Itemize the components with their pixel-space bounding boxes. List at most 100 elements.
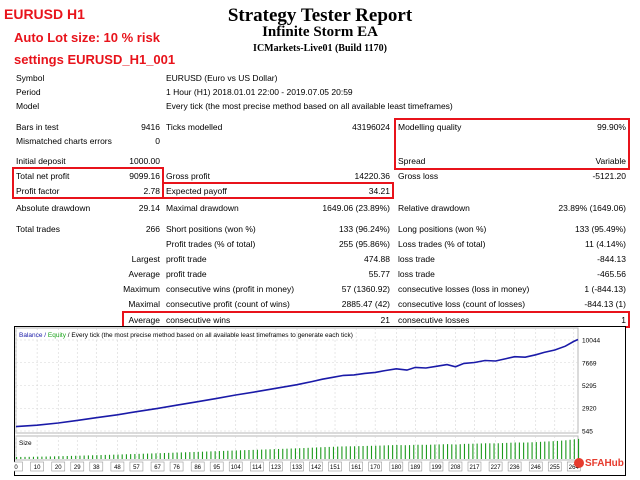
- size-bar: [261, 449, 263, 459]
- ticks-modelled-label: Ticks modelled: [166, 122, 223, 132]
- size-bar: [151, 453, 153, 459]
- size-bar: [383, 445, 385, 459]
- size-bar: [447, 444, 449, 459]
- size-bar: [108, 454, 111, 459]
- largest-profit-label: profit trade: [166, 254, 207, 264]
- size-bar: [45, 456, 47, 459]
- symbol-value: EURUSD (Euro vs US Dollar): [166, 73, 278, 83]
- size-bar: [527, 442, 529, 459]
- size-bar: [193, 451, 195, 459]
- size-bar: [489, 443, 491, 459]
- size-bar: [138, 453, 140, 459]
- size-bar: [375, 445, 377, 459]
- size-bar: [41, 456, 43, 459]
- modelling-quality-value: 99.90%: [597, 122, 626, 132]
- average-profit-label: profit trade: [166, 269, 207, 279]
- maximal-losses-label: consecutive loss (count of losses): [398, 299, 526, 309]
- profit-trades-value: 255 (95.86%): [338, 239, 390, 249]
- maximal-losses-value: -844.13 (1): [584, 299, 626, 309]
- size-bar: [231, 450, 233, 459]
- size-bar: [408, 445, 411, 459]
- x-tick-box: [70, 461, 85, 472]
- relative-drawdown-value: 23.89% (1649.06): [558, 203, 626, 213]
- x-tick-box: [349, 461, 363, 472]
- x-tick-label: 104: [231, 465, 242, 471]
- symbol-label: Symbol: [16, 73, 45, 83]
- maximum-label: Maximum: [123, 284, 160, 294]
- size-bar: [442, 444, 444, 459]
- size-bar: [66, 456, 68, 459]
- x-tick-label: 199: [431, 465, 442, 471]
- size-bar: [493, 443, 495, 459]
- size-bar: [163, 452, 165, 459]
- size-bar: [214, 451, 216, 459]
- size-bar: [218, 451, 220, 459]
- size-bar: [206, 451, 208, 459]
- profit-factor-value: 2.78: [143, 186, 160, 196]
- size-bar: [185, 452, 187, 459]
- legend-balance: Balance: [19, 332, 43, 339]
- modelling-quality-label: Modelling quality: [398, 122, 462, 132]
- total-net-profit-value: 9099.16: [129, 171, 160, 181]
- size-bar: [392, 445, 394, 459]
- size-bar: [472, 443, 474, 459]
- size-bar: [523, 442, 525, 459]
- size-bar: [506, 442, 508, 459]
- size-bar: [548, 441, 550, 459]
- server-build: ICMarkets-Live01 (Build 1170): [253, 43, 387, 54]
- size-bar: [79, 455, 81, 459]
- short-positions-value: 133 (96.24%): [338, 224, 390, 234]
- report-title: Strategy Tester Report: [227, 5, 413, 26]
- size-bar: [176, 452, 178, 459]
- largest-loss-value: -844.13: [597, 254, 626, 264]
- average-profit-value: 55.77: [368, 269, 390, 279]
- size-bar: [83, 455, 85, 459]
- average-consec-losses-label: consecutive losses: [398, 315, 470, 325]
- x-tick-label: 0: [14, 465, 18, 471]
- size-bar: [459, 444, 461, 459]
- size-bar: [62, 456, 64, 459]
- size-bar: [210, 451, 212, 459]
- size-bar: [87, 455, 89, 459]
- total-trades-value: 266: [145, 224, 160, 234]
- size-bar: [349, 446, 351, 459]
- x-tick-box: [14, 461, 23, 472]
- gross-loss-value: -5121.20: [592, 171, 626, 181]
- size-bar: [324, 447, 326, 459]
- size-bar: [480, 443, 482, 459]
- x-tick-label: 217: [469, 465, 480, 471]
- size-bar: [316, 447, 318, 459]
- size-bar: [265, 449, 267, 459]
- balance-line: [15, 338, 579, 428]
- size-bar: [100, 455, 102, 459]
- average-consec-losses-value: 1: [621, 315, 626, 325]
- bars-in-test-value: 9416: [141, 122, 160, 132]
- size-bar: [425, 444, 427, 459]
- highlight-net-profit: [12, 167, 164, 199]
- x-tick-box: [129, 461, 144, 472]
- size-bar: [358, 446, 360, 459]
- size-bar: [180, 452, 182, 459]
- legend-equity: Equity: [48, 332, 67, 339]
- model-value: Every tick (the most precise method base…: [166, 101, 453, 111]
- overlay-settings: settings EURUSD_H1_001: [14, 52, 176, 67]
- maximal-wins-value: 2885.47 (42): [341, 299, 390, 309]
- size-bar: [556, 440, 558, 459]
- x-tick-box: [250, 461, 264, 472]
- initial-deposit-label: Initial deposit: [16, 156, 66, 166]
- size-bar: [370, 445, 373, 459]
- size-bar: [476, 443, 478, 459]
- bars-in-test-label: Bars in test: [16, 122, 59, 132]
- size-bar: [578, 438, 580, 459]
- balance-chart: 10044 7669 5295 2920 545 0 10 20 29 38 48 57 67 76 86…: [14, 326, 626, 476]
- size-bar: [75, 455, 77, 459]
- mismatched-label: Mismatched charts errors: [16, 136, 112, 146]
- size-bar: [189, 452, 191, 459]
- size-bar: [366, 445, 368, 459]
- x-tick-label: 255: [550, 465, 561, 471]
- size-bar: [168, 452, 170, 459]
- x-tick-box: [228, 461, 243, 472]
- average-loss-value: -465.56: [597, 269, 626, 279]
- size-bar: [201, 451, 204, 459]
- size-bar: [92, 455, 94, 459]
